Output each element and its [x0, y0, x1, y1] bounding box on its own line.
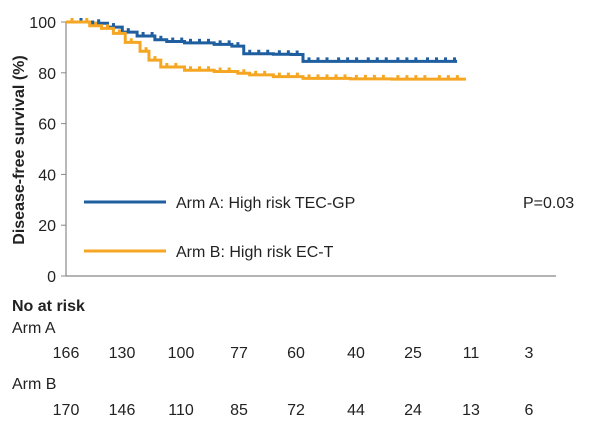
at-risk-count: 24: [404, 402, 422, 419]
at-risk-count: 60: [287, 345, 305, 362]
y-tick-label: 60: [38, 117, 56, 134]
legend: Arm A: High risk TEC-GP Arm B: High risk…: [84, 195, 355, 261]
at-risk-count: 130: [108, 345, 136, 362]
at-risk-arm-a-label: Arm A: [12, 320, 56, 337]
at-risk-title: No at risk: [12, 298, 85, 315]
at-risk-count: 44: [347, 402, 365, 419]
y-axis-label: Disease-free survival (%): [11, 55, 28, 244]
y-tick-label: 20: [38, 218, 56, 235]
at-risk-count: 110: [168, 402, 194, 419]
at-risk-count: 25: [404, 345, 422, 362]
y-tick-label: 0: [47, 269, 56, 286]
at-risk-arm-b-label: Arm B: [12, 376, 57, 393]
at-risk-count: 170: [52, 402, 80, 419]
y-ticks: 0 20 40 60 80 100: [29, 15, 66, 286]
at-risk-count: 72: [287, 402, 305, 419]
at-risk-count: 77: [230, 345, 248, 362]
at-risk-count: 100: [167, 345, 195, 362]
series-layer: [66, 18, 466, 81]
legend-label-arm-a: Arm A: High risk TEC-GP: [176, 195, 355, 212]
at-risk-count: 6: [524, 402, 534, 419]
legend-label-arm-b: Arm B: High risk EC-T: [176, 244, 334, 261]
y-tick-label: 100: [29, 15, 56, 32]
at-risk-count: 13: [462, 402, 480, 419]
y-tick-label: 40: [38, 167, 56, 184]
at-risk-count: 11: [462, 345, 480, 362]
p-value-annotation: P=0.03: [523, 195, 574, 212]
at-risk-count: 85: [230, 402, 248, 419]
y-tick-label: 80: [38, 66, 56, 83]
series-line-arm-b: [66, 20, 466, 81]
at-risk-count: 3: [524, 345, 534, 362]
at-risk-count: 166: [52, 345, 80, 362]
axes: [65, 22, 556, 277]
at-risk-count: 40: [347, 345, 365, 362]
at-risk-count: 146: [108, 402, 136, 419]
km-chart: 0 20 40 60 80 100 Disease-free survival (%) A…: [11, 15, 574, 286]
